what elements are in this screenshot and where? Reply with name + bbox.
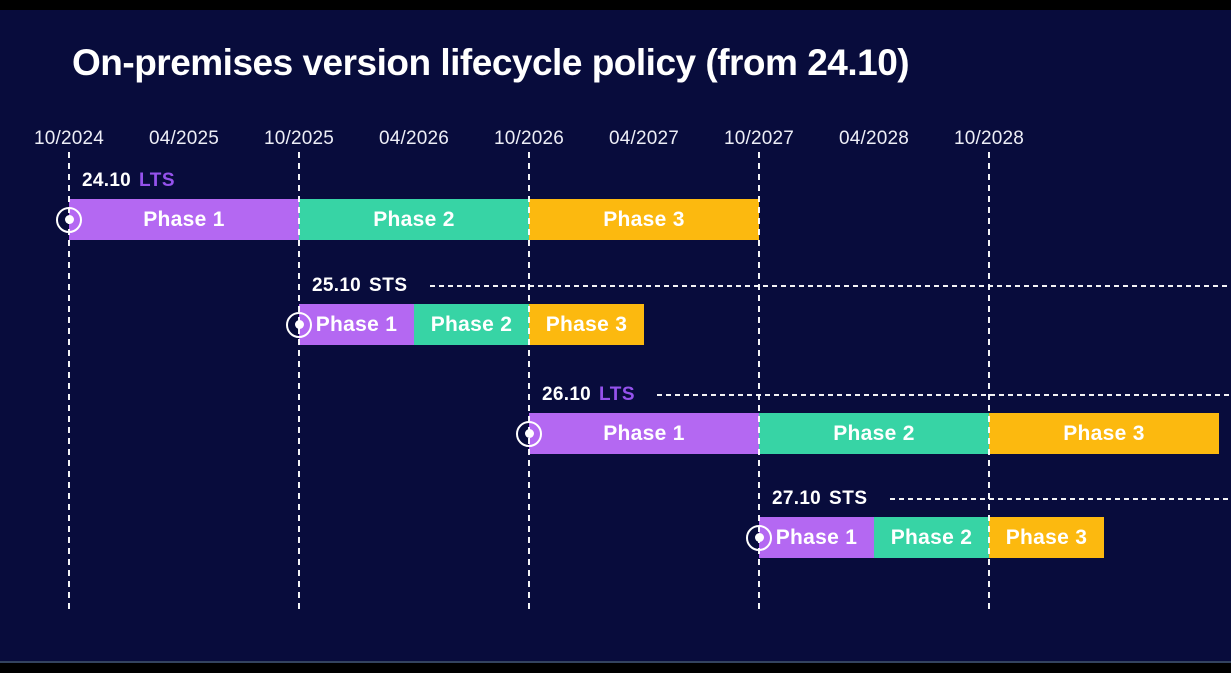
release-start-marker-icon: [56, 206, 82, 233]
phase-label: Phase 1: [315, 312, 398, 336]
phase-label: Phase 1: [775, 525, 858, 549]
phase-label: Phase 3: [1063, 421, 1145, 445]
phase-label: Phase 3: [603, 207, 685, 231]
marker-dot: [524, 429, 534, 438]
release-version-text: 26.10: [542, 384, 592, 405]
marker-dot: [754, 533, 764, 542]
release-start-marker-icon: [746, 524, 772, 551]
axis-tick-label: 04/2028: [838, 128, 910, 149]
label-leader-dashed-line: [429, 285, 1231, 287]
phase-segment: Phase 2: [759, 413, 989, 454]
phase-label: Phase 3: [545, 312, 628, 336]
phase-label: Phase 1: [143, 207, 225, 231]
release-label: 27.10 STS: [772, 488, 1231, 510]
top-border-bar: [0, 0, 1231, 10]
release-bar: Phase 1 Phase 2 Phase 3: [299, 304, 644, 345]
release-bar: Phase 1 Phase 2 Phase 3: [529, 413, 1219, 454]
release-type-text: STS: [829, 488, 868, 509]
marker-dot: [64, 215, 74, 224]
release-type-text: STS: [369, 275, 408, 296]
phase-segment: Phase 2: [299, 199, 529, 240]
phase-segment: Phase 1: [69, 199, 299, 240]
release-label: 24.10 LTS: [82, 170, 1231, 192]
release-bar: Phase 1 Phase 2 Phase 3: [69, 199, 759, 240]
phase-segment: Phase 3: [529, 304, 644, 345]
phase-segment: Phase 1: [529, 413, 759, 454]
phase-label: Phase 2: [430, 312, 513, 336]
phase-label: Phase 2: [833, 421, 915, 445]
phase-label: Phase 2: [373, 207, 455, 231]
bottom-border-bar: [0, 661, 1231, 673]
axis-tick-label: 10/2025: [263, 128, 335, 149]
release-type-text: LTS: [139, 170, 176, 191]
release-start-marker-icon: [286, 311, 312, 338]
axis-tick-label: 04/2025: [148, 128, 220, 149]
vertical-gridline: [298, 152, 300, 612]
axis-tick-label: 10/2028: [953, 128, 1025, 149]
release-version-text: 25.10: [312, 275, 362, 296]
marker-dot: [294, 320, 304, 329]
phase-segment: Phase 2: [874, 517, 989, 558]
label-leader-dashed-line: [657, 394, 1231, 396]
release-label: 26.10 LTS: [542, 384, 1231, 406]
phase-label: Phase 1: [603, 421, 685, 445]
vertical-gridline: [988, 152, 990, 612]
release-version-text: 24.10: [82, 170, 132, 191]
label-leader-dashed-line: [889, 498, 1231, 500]
phase-segment: Phase 1: [759, 517, 874, 558]
axis-tick-label: 04/2027: [608, 128, 680, 149]
axis-tick-label: 10/2027: [723, 128, 795, 149]
phase-segment: Phase 2: [414, 304, 529, 345]
axis-tick-label: 10/2026: [493, 128, 565, 149]
vertical-gridline: [528, 152, 530, 612]
release-start-marker-icon: [516, 420, 542, 447]
release-label: 25.10 STS: [312, 275, 1231, 297]
vertical-gridline: [68, 152, 70, 612]
axis-tick-label: 04/2026: [378, 128, 450, 149]
release-type-text: LTS: [599, 384, 636, 405]
phase-label: Phase 3: [1005, 525, 1088, 549]
axis-tick-label: 10/2024: [33, 128, 105, 149]
phase-segment: Phase 1: [299, 304, 414, 345]
phase-segment: Phase 3: [989, 413, 1219, 454]
release-bar: Phase 1 Phase 2 Phase 3: [759, 517, 1104, 558]
release-version-text: 27.10: [772, 488, 822, 509]
vertical-gridline: [758, 152, 760, 612]
phase-segment: Phase 3: [989, 517, 1104, 558]
phase-segment: Phase 3: [529, 199, 759, 240]
phase-label: Phase 2: [890, 525, 973, 549]
page-title: On-premises version lifecycle policy (fr…: [72, 42, 910, 83]
